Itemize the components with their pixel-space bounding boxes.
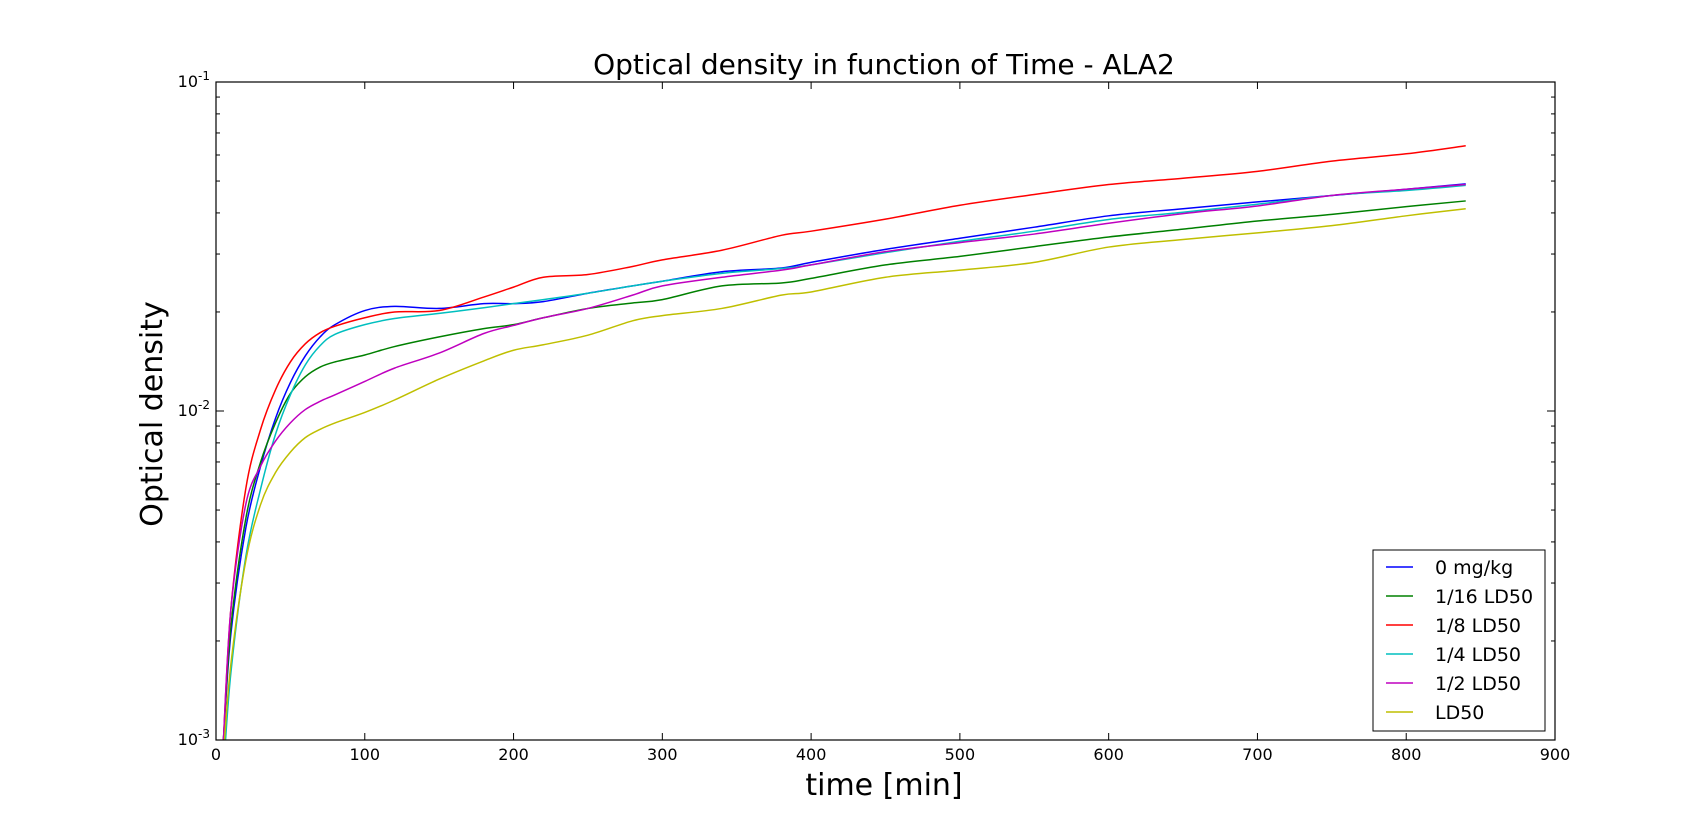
y-tick-label: 10-3 [178, 727, 210, 749]
series-lines [222, 145, 1466, 740]
y-tick-exponent: -2 [198, 398, 210, 412]
x-tick-label: 200 [498, 745, 529, 764]
legend-label: 1/4 LD50 [1435, 644, 1521, 666]
x-tick-label: 300 [647, 745, 678, 764]
series-line-6 [223, 207, 1466, 740]
x-tick-label: 0 [211, 745, 221, 764]
x-tick-label: 600 [1093, 745, 1124, 764]
legend-box [1372, 549, 1546, 732]
y-tick-label: 10-1 [178, 69, 210, 91]
chart-title: Optical density in function of Time - AL… [593, 48, 1175, 81]
y-tick-base: 10 [178, 72, 198, 91]
y-tick-exponent: -3 [198, 727, 210, 741]
legend-label: 1/16 LD50 [1435, 586, 1533, 608]
x-tick-label: 100 [350, 745, 381, 764]
y-axis-label: Optical density [135, 301, 170, 527]
series-line-5 [222, 183, 1466, 740]
y-tick-base: 10 [178, 401, 198, 420]
legend-label: 1/2 LD50 [1435, 673, 1521, 695]
legend-label: LD50 [1435, 702, 1484, 724]
x-tick-label: 400 [796, 745, 827, 764]
y-tick-exponent: -1 [198, 69, 210, 83]
legend-label: 1/8 LD50 [1435, 615, 1521, 637]
x-tick-label: 700 [1242, 745, 1273, 764]
x-tick-label: 900 [1540, 745, 1571, 764]
plot-frame [215, 81, 1556, 741]
series-line-3 [222, 145, 1466, 740]
y-tick-label: 10-2 [178, 398, 210, 420]
x-axis-label: time [min] [805, 768, 962, 803]
y-tick-base: 10 [178, 730, 198, 749]
series-line-1 [222, 183, 1466, 740]
x-tick-label: 500 [945, 745, 976, 764]
x-tick-label: 800 [1391, 745, 1422, 764]
series-line-4 [224, 184, 1466, 740]
legend-label: 0 mg/kg [1435, 557, 1513, 579]
legend: 0 mg/kg 1/16 LD50 1/8 LD50 1/4 LD50 1/2 LD50… [1372, 549, 1546, 732]
